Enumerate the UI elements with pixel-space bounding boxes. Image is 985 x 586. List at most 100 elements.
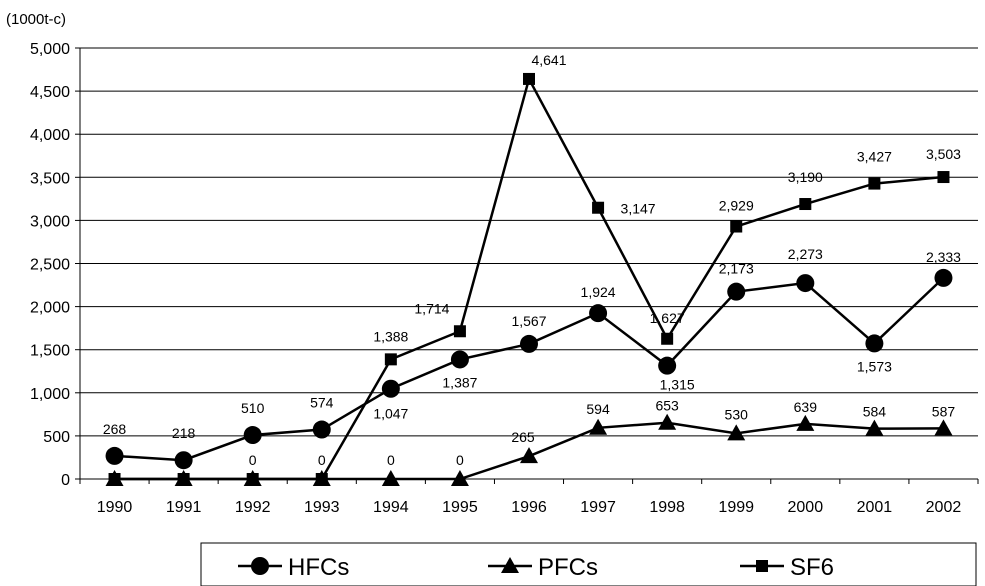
y-tick-label: 1,000	[30, 386, 70, 403]
x-tick-label: 1997	[580, 499, 616, 516]
x-tick-label: 1998	[649, 499, 685, 516]
legend: HFCs PFCs SF6	[200, 542, 977, 586]
sf6-data-label: 3,427	[857, 149, 892, 165]
hfcs-data-label: 574	[310, 395, 334, 411]
sf6-data-label: 3,190	[788, 169, 823, 185]
series-lines	[114, 75, 945, 481]
pfcs-data-label: 0	[456, 452, 464, 468]
sf6-marker	[177, 473, 190, 485]
pfcs-marker	[727, 424, 746, 441]
y-tick-label: 5,000	[30, 41, 70, 58]
hfcs-marker	[658, 356, 677, 375]
hfcs-data-label: 218	[172, 425, 196, 441]
hfcs-data-label: 2,173	[719, 261, 754, 277]
x-tick-label: 1993	[304, 499, 340, 516]
pfcs-marker	[381, 470, 400, 486]
sf6-data-label: 3,147	[621, 201, 656, 217]
sf6-data-label: 3,503	[926, 146, 961, 162]
pfcs-data-label: 653	[655, 398, 679, 414]
y-tick-label: 2,000	[30, 300, 70, 317]
hfcs-marker	[450, 350, 469, 369]
hfcs-marker	[727, 282, 746, 301]
pfcs-data-label: 0	[249, 452, 257, 468]
x-tick-label: 2000	[788, 499, 824, 516]
hfcs-marker	[105, 446, 124, 465]
y-tick-label: 3,000	[30, 213, 70, 230]
hfcs-data-label: 1,573	[857, 358, 892, 374]
hfcs-marker	[381, 379, 400, 398]
series-markers	[105, 72, 953, 486]
y-tick-label: 3,500	[30, 170, 70, 187]
x-tick-label: 1991	[166, 499, 202, 516]
hfcs-data-label: 510	[241, 400, 265, 416]
y-tick-label: 0	[61, 472, 70, 489]
pfcs-data-label: 587	[932, 403, 956, 419]
x-axis: 1990 1991 1992 1993 1994 1995 1996 1997 1998 1999…	[79, 478, 979, 516]
sf6-data-label: 1,388	[373, 328, 408, 344]
pfcs-data-label: 0	[387, 452, 395, 468]
sf6-marker	[799, 198, 812, 211]
sf6-data-label: 1,627	[650, 310, 685, 326]
hfcs-data-label: 1,047	[373, 406, 408, 422]
data-labels: 268 218 510 574 1,047 1,387 1,567 1,924 1,315 2,1…	[103, 52, 961, 468]
hfcs-data-label: 268	[103, 421, 127, 437]
y-tick-label: 2,500	[30, 257, 70, 274]
hfcs-marker	[520, 334, 538, 353]
hfcs-data-label: 1,567	[511, 313, 546, 329]
y-axis: 0 500 1,000 1,500 2,000 2,500 3,000 3,500 4,000 4…	[30, 41, 81, 489]
hfcs-marker	[243, 426, 262, 445]
sf6-data-label: 2,929	[719, 198, 754, 214]
hfcs-marker	[934, 268, 953, 287]
pfcs-marker	[796, 414, 815, 431]
x-tick-label: 1992	[235, 499, 271, 516]
legend-marker-pfcs	[501, 557, 519, 573]
hfcs-marker	[589, 304, 608, 323]
pfcs-data-label: 584	[863, 404, 887, 420]
sf6-marker	[246, 473, 259, 485]
hfcs-data-label: 1,387	[442, 374, 477, 390]
hfcs-marker	[865, 334, 884, 353]
legend-marker-hfcs	[251, 557, 269, 575]
pfcs-marker	[934, 419, 953, 436]
y-tick-label: 500	[43, 429, 70, 446]
legend-label-pfcs: PFCs	[538, 554, 598, 581]
pfcs-marker	[520, 447, 538, 464]
sf6-marker	[523, 72, 535, 85]
hfcs-marker	[796, 274, 815, 293]
pfcs-data-label: 265	[511, 429, 535, 445]
sf6-marker	[661, 332, 674, 345]
y-unit-label: (1000t-c)	[6, 11, 66, 28]
legend-marker-sf6	[756, 560, 768, 572]
hfcs-marker	[174, 451, 193, 470]
x-tick-label: 1994	[373, 499, 409, 516]
sf6-data-label: 1,714	[414, 300, 449, 316]
pfcs-data-label: 639	[794, 399, 818, 415]
hfcs-data-label: 2,333	[926, 249, 961, 265]
x-tick-label: 1990	[97, 499, 133, 516]
sf6-data-label: 4,641	[531, 52, 566, 68]
x-tick-label: 1995	[442, 499, 478, 516]
legend-label-hfcs: HFCs	[288, 554, 349, 581]
hfcs-marker	[312, 420, 331, 439]
pfcs-data-label: 530	[725, 406, 749, 422]
x-tick-label: 1996	[511, 499, 547, 516]
pfcs-marker	[658, 413, 677, 430]
sf6-marker	[937, 171, 950, 184]
y-tick-label: 4,500	[30, 84, 70, 101]
x-tick-label: 1999	[718, 499, 754, 516]
sf6-marker	[453, 325, 466, 338]
sf6-marker	[868, 177, 881, 190]
legend-label-sf6: SF6	[790, 554, 834, 581]
sf6-marker	[730, 220, 743, 233]
x-tick-label: 2002	[926, 499, 962, 516]
legend-box	[200, 542, 977, 586]
sf6-marker	[315, 473, 328, 485]
pfcs-data-label: 0	[318, 452, 326, 468]
hfcs-data-label: 1,924	[581, 284, 616, 300]
y-tick-label: 1,500	[30, 343, 70, 360]
hfcs-data-label: 1,315	[660, 377, 695, 393]
sf6-marker	[384, 353, 397, 366]
y-tick-label: 4,000	[30, 127, 70, 144]
series-line-sf6	[114, 75, 944, 481]
